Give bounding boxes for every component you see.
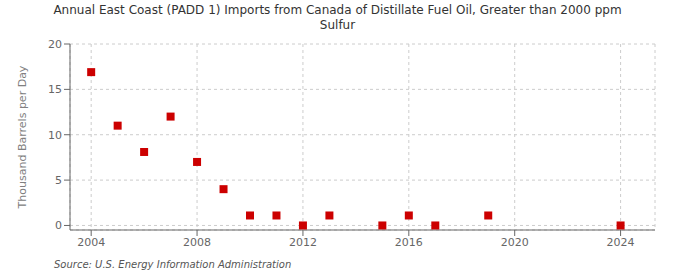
svg-text:2012: 2012 <box>289 236 317 249</box>
svg-text:Thousand Barrels per Day: Thousand Barrels per Day <box>16 65 29 209</box>
svg-text:2004: 2004 <box>77 236 105 249</box>
svg-text:2020: 2020 <box>501 236 529 249</box>
svg-text:20: 20 <box>48 38 62 51</box>
html-text:Annual East Coast (PADD 1) Imp: Annual East Coast (PADD 1) Imports from … <box>53 3 622 17</box>
svg-text:2016: 2016 <box>395 236 423 249</box>
html-text:Sulfur: Sulfur <box>319 18 356 32</box>
html-text:Source: U.S. Energy Informatio: Source: U.S. Energy Information Administ… <box>54 259 292 270</box>
svg-text:2008: 2008 <box>183 236 211 249</box>
svg-text:5: 5 <box>55 174 62 187</box>
svg-text:2024: 2024 <box>607 236 635 249</box>
svg-text:10: 10 <box>48 129 62 142</box>
svg-text:15: 15 <box>48 83 62 96</box>
svg-text:0: 0 <box>55 219 62 232</box>
